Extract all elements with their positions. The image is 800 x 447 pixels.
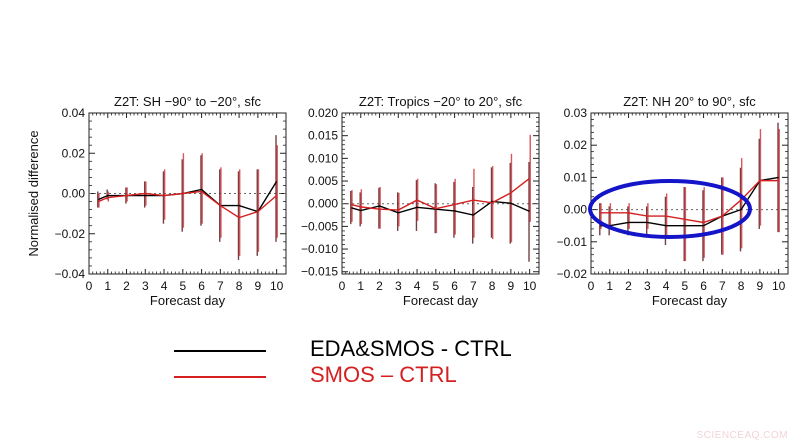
y-tick-label: 0.01 — [564, 170, 588, 184]
highlight-ellipse-shape — [588, 179, 752, 239]
series-line-eda-smos — [98, 181, 278, 213]
legend: EDA&SMOS - CTRL SMOS – CTRL — [170, 336, 590, 396]
legend-label: EDA&SMOS - CTRL — [310, 336, 512, 361]
x-tick-label: 8 — [236, 279, 243, 293]
x-axis-label: Forecast day — [652, 293, 728, 308]
y-tick-label: 0.02 — [62, 146, 86, 160]
x-tick-label: 1 — [606, 279, 613, 293]
legend-label: SMOS – CTRL — [310, 362, 457, 387]
y-tick-label: 0.020 — [308, 106, 338, 120]
x-tick-label: 0 — [339, 279, 346, 293]
panel-nh: Z2T: NH 20° to 90°, sfc 0 1 2 3 4 5 6 7 8 9 10 Forec… — [557, 94, 789, 308]
x-tick-label: 8 — [489, 279, 496, 293]
x-tick-label: 10 — [523, 279, 537, 293]
x-tick-label: 2 — [376, 279, 383, 293]
legend-swatch-black-line — [174, 350, 266, 352]
x-tick-label: 5 — [432, 279, 439, 293]
y-axis-label: Normalised difference — [26, 130, 41, 256]
y-tick-label: 0.015 — [308, 129, 338, 143]
x-tick-label: 1 — [357, 279, 364, 293]
chart-title: Z2T: SH −90° to −20°, sfc — [114, 94, 261, 109]
y-tick-label: −0.01 — [557, 235, 588, 249]
y-tick-label: 0.000 — [308, 197, 338, 211]
x-tick-label: 3 — [142, 279, 149, 293]
x-tick-label: 6 — [700, 279, 707, 293]
x-tick-label: 10 — [270, 279, 284, 293]
x-tick-label: 0 — [588, 279, 595, 293]
y-tick-label: 0.03 — [564, 106, 588, 120]
x-tick-label: 9 — [757, 279, 764, 293]
y-tick-label: −0.015 — [301, 265, 338, 279]
legend-swatch-red-line — [174, 376, 266, 378]
y-tick-label: −0.02 — [557, 267, 588, 281]
series-line-smos — [351, 177, 531, 211]
x-tick-label: 9 — [255, 279, 262, 293]
y-tick-label: −0.010 — [301, 242, 338, 256]
x-tick-label: 7 — [470, 279, 477, 293]
x-tick-label: 2 — [625, 279, 632, 293]
x-tick-label: 1 — [104, 279, 111, 293]
x-tick-label: 4 — [414, 279, 421, 293]
x-tick-label: 5 — [681, 279, 688, 293]
plot-frame — [341, 112, 540, 275]
x-tick-label: 7 — [719, 279, 726, 293]
x-tick-label: 0 — [86, 279, 93, 293]
chart-title: Z2T: Tropics −20° to 20°, sfc — [359, 94, 523, 109]
x-tick-label: 5 — [179, 279, 186, 293]
series-line-smos — [600, 179, 779, 224]
watermark: SCIENCEAQ.COM — [696, 430, 788, 441]
y-tick-label: 0.00 — [62, 187, 86, 201]
x-tick-label: 7 — [217, 279, 224, 293]
y-tick-label: 0.005 — [308, 174, 338, 188]
y-tick-label: −0.005 — [301, 219, 338, 233]
x-tick-label: 6 — [198, 279, 205, 293]
y-tick-label: 0.02 — [564, 138, 588, 152]
y-tick-label: 0.04 — [62, 106, 86, 120]
x-tick-label: 3 — [395, 279, 402, 293]
y-tick-label: −0.02 — [55, 227, 86, 241]
x-tick-label: 2 — [123, 279, 130, 293]
x-axis-label: Forecast day — [403, 293, 479, 308]
x-tick-label: 4 — [663, 279, 670, 293]
x-tick-label: 4 — [161, 279, 168, 293]
panel-tropics: Z2T: Tropics −20° to 20°, sfc 0 1 2 3 4 5 6 7 8 9 1… — [301, 94, 540, 308]
series-line-smos — [98, 190, 278, 219]
x-axis-label: Forecast day — [150, 293, 226, 308]
chart-title: Z2T: NH 20° to 90°, sfc — [623, 94, 756, 109]
x-tick-label: 3 — [644, 279, 651, 293]
y-tick-label: 0.00 — [564, 203, 588, 217]
y-tick-label: −0.04 — [55, 267, 86, 281]
y-tick-label: 0.010 — [308, 151, 338, 165]
plot-frame — [590, 112, 789, 275]
x-tick-label: 6 — [451, 279, 458, 293]
legend-item-smos: SMOS – CTRL — [170, 362, 590, 388]
panel-sh: Z2T: SH −90° to −20°, sfc 0 1 2 3 4 5 6 7 8 9 10 For… — [26, 94, 287, 308]
legend-item-eda-smos: EDA&SMOS - CTRL — [170, 336, 590, 362]
highlight-ellipse — [588, 179, 752, 239]
x-tick-label: 10 — [772, 279, 786, 293]
x-tick-label: 8 — [738, 279, 745, 293]
x-tick-label: 9 — [508, 279, 515, 293]
